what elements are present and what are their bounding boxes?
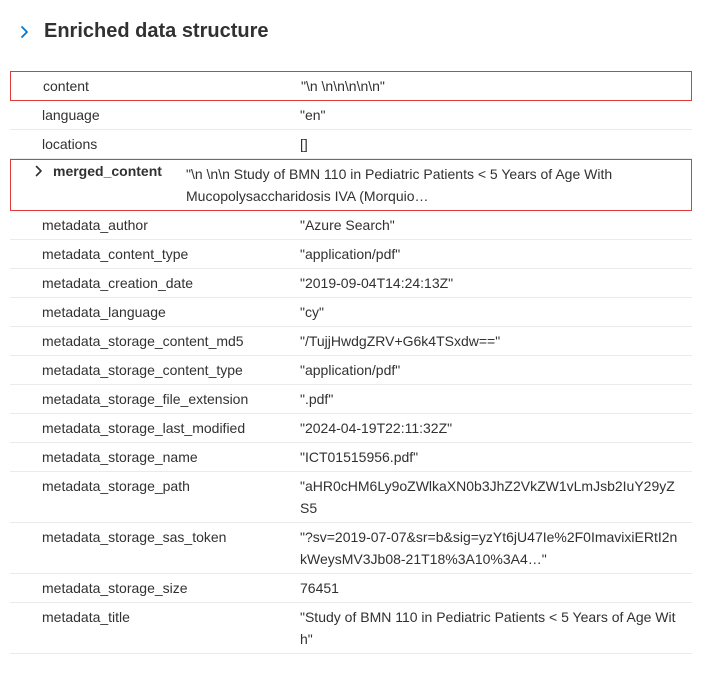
field-key: content	[11, 75, 301, 97]
field-key: metadata_storage_sas_token	[10, 526, 300, 548]
field-value: []	[300, 133, 692, 155]
table-row: metadata_storage_content_md5 "/TujjHwdgZ…	[10, 327, 692, 356]
field-value: 76451	[300, 577, 692, 599]
table-row: metadata_storage_file_extension ".pdf"	[10, 385, 692, 414]
field-value: "/TujjHwdgZRV+G6k4TSxdw=="	[300, 330, 692, 352]
field-key: metadata_creation_date	[10, 272, 300, 294]
field-key: metadata_language	[10, 301, 300, 323]
field-value: "cy"	[300, 301, 692, 323]
table-row: metadata_content_type "application/pdf"	[10, 240, 692, 269]
chevron-right-icon[interactable]	[33, 165, 45, 177]
field-key: metadata_storage_last_modified	[10, 417, 300, 439]
page-title: Enriched data structure	[44, 20, 269, 43]
field-value: "ICT01515956.pdf"	[300, 446, 692, 468]
field-key: metadata_storage_name	[10, 446, 300, 468]
field-value: ".pdf"	[300, 388, 692, 410]
field-key: metadata_storage_content_md5	[10, 330, 300, 352]
field-value: "en"	[300, 104, 692, 126]
field-value: "2019-09-04T14:24:13Z"	[300, 272, 692, 294]
table-row: metadata_storage_name "ICT01515956.pdf"	[10, 443, 692, 472]
table-row: metadata_storage_path "aHR0cHM6Ly9oZWlka…	[10, 472, 692, 523]
table-row: metadata_storage_last_modified "2024-04-…	[10, 414, 692, 443]
field-value: "2024-04-19T22:11:32Z"	[300, 417, 692, 439]
field-key: metadata_storage_file_extension	[10, 388, 300, 410]
table-row: metadata_creation_date "2019-09-04T14:24…	[10, 269, 692, 298]
table-row: metadata_author "Azure Search"	[10, 211, 692, 240]
table-row: metadata_storage_size 76451	[10, 574, 692, 603]
table-row: locations []	[10, 130, 692, 159]
table-row: metadata_language "cy"	[10, 298, 692, 327]
field-value: "\n \n\n\n\n\n"	[301, 75, 691, 97]
field-value: "?sv=2019-07-07&sr=b&sig=yzYt6jU47Ie%2F0…	[300, 526, 692, 570]
table-row: language "en"	[10, 101, 692, 130]
field-key: metadata_title	[10, 606, 300, 628]
table-row: metadata_storage_sas_token "?sv=2019-07-…	[10, 523, 692, 574]
field-value: "application/pdf"	[300, 243, 692, 265]
field-value: "\n \n\n Study of BMN 110 in Pediatric P…	[186, 163, 691, 207]
field-value: "application/pdf"	[300, 359, 692, 381]
field-value: "Azure Search"	[300, 214, 692, 236]
field-key: metadata_storage_path	[10, 475, 300, 497]
field-value: "Study of BMN 110 in Pediatric Patients …	[300, 606, 692, 650]
data-table: content "\n \n\n\n\n\n" language "en" lo…	[10, 71, 692, 654]
field-key: metadata_content_type	[10, 243, 300, 265]
field-key: locations	[10, 133, 300, 155]
field-key: language	[10, 104, 300, 126]
field-key: metadata_author	[10, 214, 300, 236]
field-key: metadata_storage_content_type	[10, 359, 300, 381]
field-value: "aHR0cHM6Ly9oZWlkaXN0b3JhZ2VkZW1vLmJsb2I…	[300, 475, 692, 519]
field-key: merged_content	[53, 163, 162, 179]
table-row: metadata_title "Study of BMN 110 in Pedi…	[10, 603, 692, 654]
table-row-expandable: merged_content "\n \n\n Study of BMN 110…	[10, 159, 692, 211]
field-key: metadata_storage_size	[10, 577, 300, 599]
chevron-right-icon[interactable]	[18, 25, 32, 39]
table-row: content "\n \n\n\n\n\n"	[10, 71, 692, 101]
table-row: metadata_storage_content_type "applicati…	[10, 356, 692, 385]
